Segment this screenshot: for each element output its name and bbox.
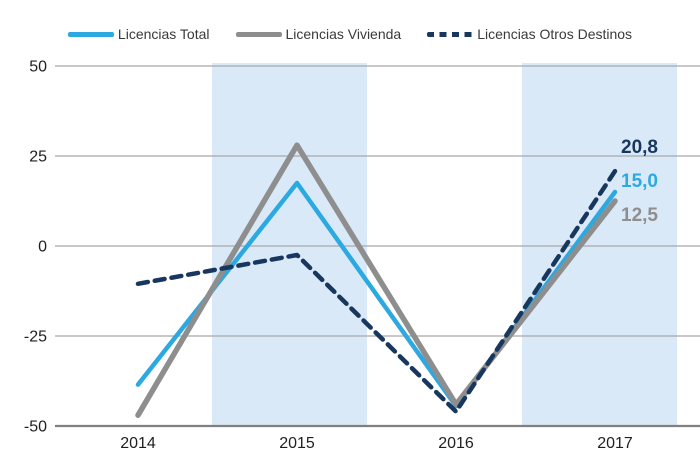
series-line-licencias-otros-destinos (135, 168, 618, 414)
end-value-label-15-0: 15,0 (621, 171, 658, 192)
line-swatch-solid-gray-icon (235, 31, 282, 37)
legend-item-licencias-vivienda[interactable]: Licencias Vivienda (235, 26, 402, 42)
y-tick-label: -50 (24, 419, 47, 436)
end-value-label-12-5: 12,5 (621, 205, 658, 226)
y-tick-label: 0 (38, 239, 47, 256)
legend-item-licencias-otros-destinos[interactable]: Licencias Otros Destinos (427, 26, 632, 42)
x-tick-label-2017: 2017 (597, 435, 633, 450)
legend-item-label: Licencias Otros Destinos (477, 26, 633, 42)
x-tick-label-2014: 2014 (120, 435, 156, 450)
x-tick-label-2015: 2015 (279, 435, 315, 450)
legend-item-licencias-total[interactable]: Licencias Total (67, 26, 210, 42)
legend-item-label: Licencias Total (117, 26, 210, 42)
legend-item-label: Licencias Vivienda (285, 26, 402, 42)
series-line-licencias-vivienda (135, 142, 618, 418)
legend: Licencias Total Licencias Vivienda Licen… (0, 26, 700, 42)
line-swatch-dashed-navy-icon (427, 31, 474, 37)
line-swatch-solid-blue-icon (67, 31, 114, 37)
y-tick-label: 25 (29, 149, 47, 166)
end-value-label-20-8: 20,8 (621, 137, 658, 158)
y-tick-label: 50 (29, 59, 47, 76)
y-tick-label: -25 (24, 329, 47, 346)
x-tick-label-2016: 2016 (438, 435, 474, 450)
highlight-band-2017 (522, 63, 677, 427)
